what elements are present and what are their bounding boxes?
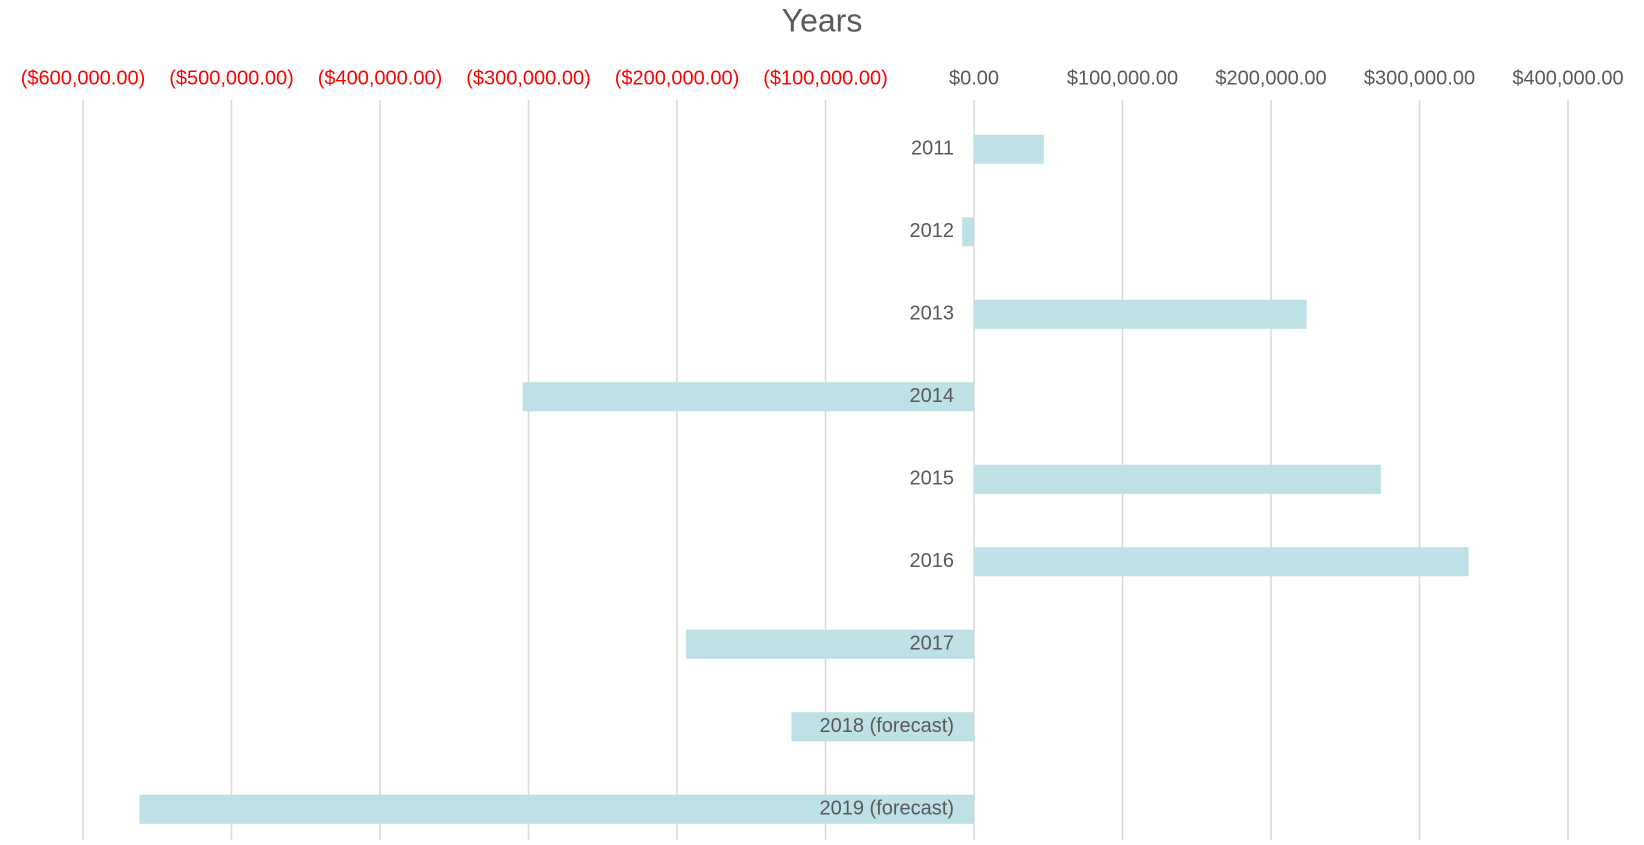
bar — [974, 464, 1381, 494]
x-tick-label: $100,000.00 — [1067, 67, 1178, 89]
x-tick-label: $200,000.00 — [1215, 67, 1326, 89]
x-tick-label: $400,000.00 — [1512, 67, 1623, 89]
y-tick-label: 2017 — [910, 633, 955, 655]
y-tick-label: 2018 (forecast) — [819, 715, 954, 737]
bar — [685, 629, 974, 659]
x-tick-label: $300,000.00 — [1364, 67, 1475, 89]
y-tick-label: 2019 (forecast) — [819, 798, 954, 820]
y-tick-label: 2011 — [911, 138, 954, 160]
bar — [791, 712, 974, 742]
bar — [139, 794, 974, 824]
x-tick-label: ($500,000.00) — [169, 67, 294, 89]
y-tick-label: 2013 — [910, 303, 955, 325]
x-tick-label: ($200,000.00) — [615, 67, 740, 89]
chart-title: Years — [782, 2, 863, 38]
x-tick-label: ($400,000.00) — [318, 67, 443, 89]
y-tick-label: 2015 — [910, 468, 955, 490]
bar — [974, 547, 1469, 577]
x-tick-label: ($600,000.00) — [21, 67, 146, 89]
y-tick-label: 2012 — [910, 220, 955, 242]
bar — [974, 134, 1044, 164]
bar — [522, 382, 974, 412]
y-tick-label: 2016 — [910, 550, 955, 572]
bar — [974, 299, 1307, 329]
bar — [962, 217, 974, 247]
y-tick-label: 2014 — [910, 385, 955, 407]
x-tick-label: ($300,000.00) — [466, 67, 591, 89]
x-tick-label: ($100,000.00) — [763, 67, 888, 89]
x-tick-label: $0.00 — [949, 67, 999, 89]
